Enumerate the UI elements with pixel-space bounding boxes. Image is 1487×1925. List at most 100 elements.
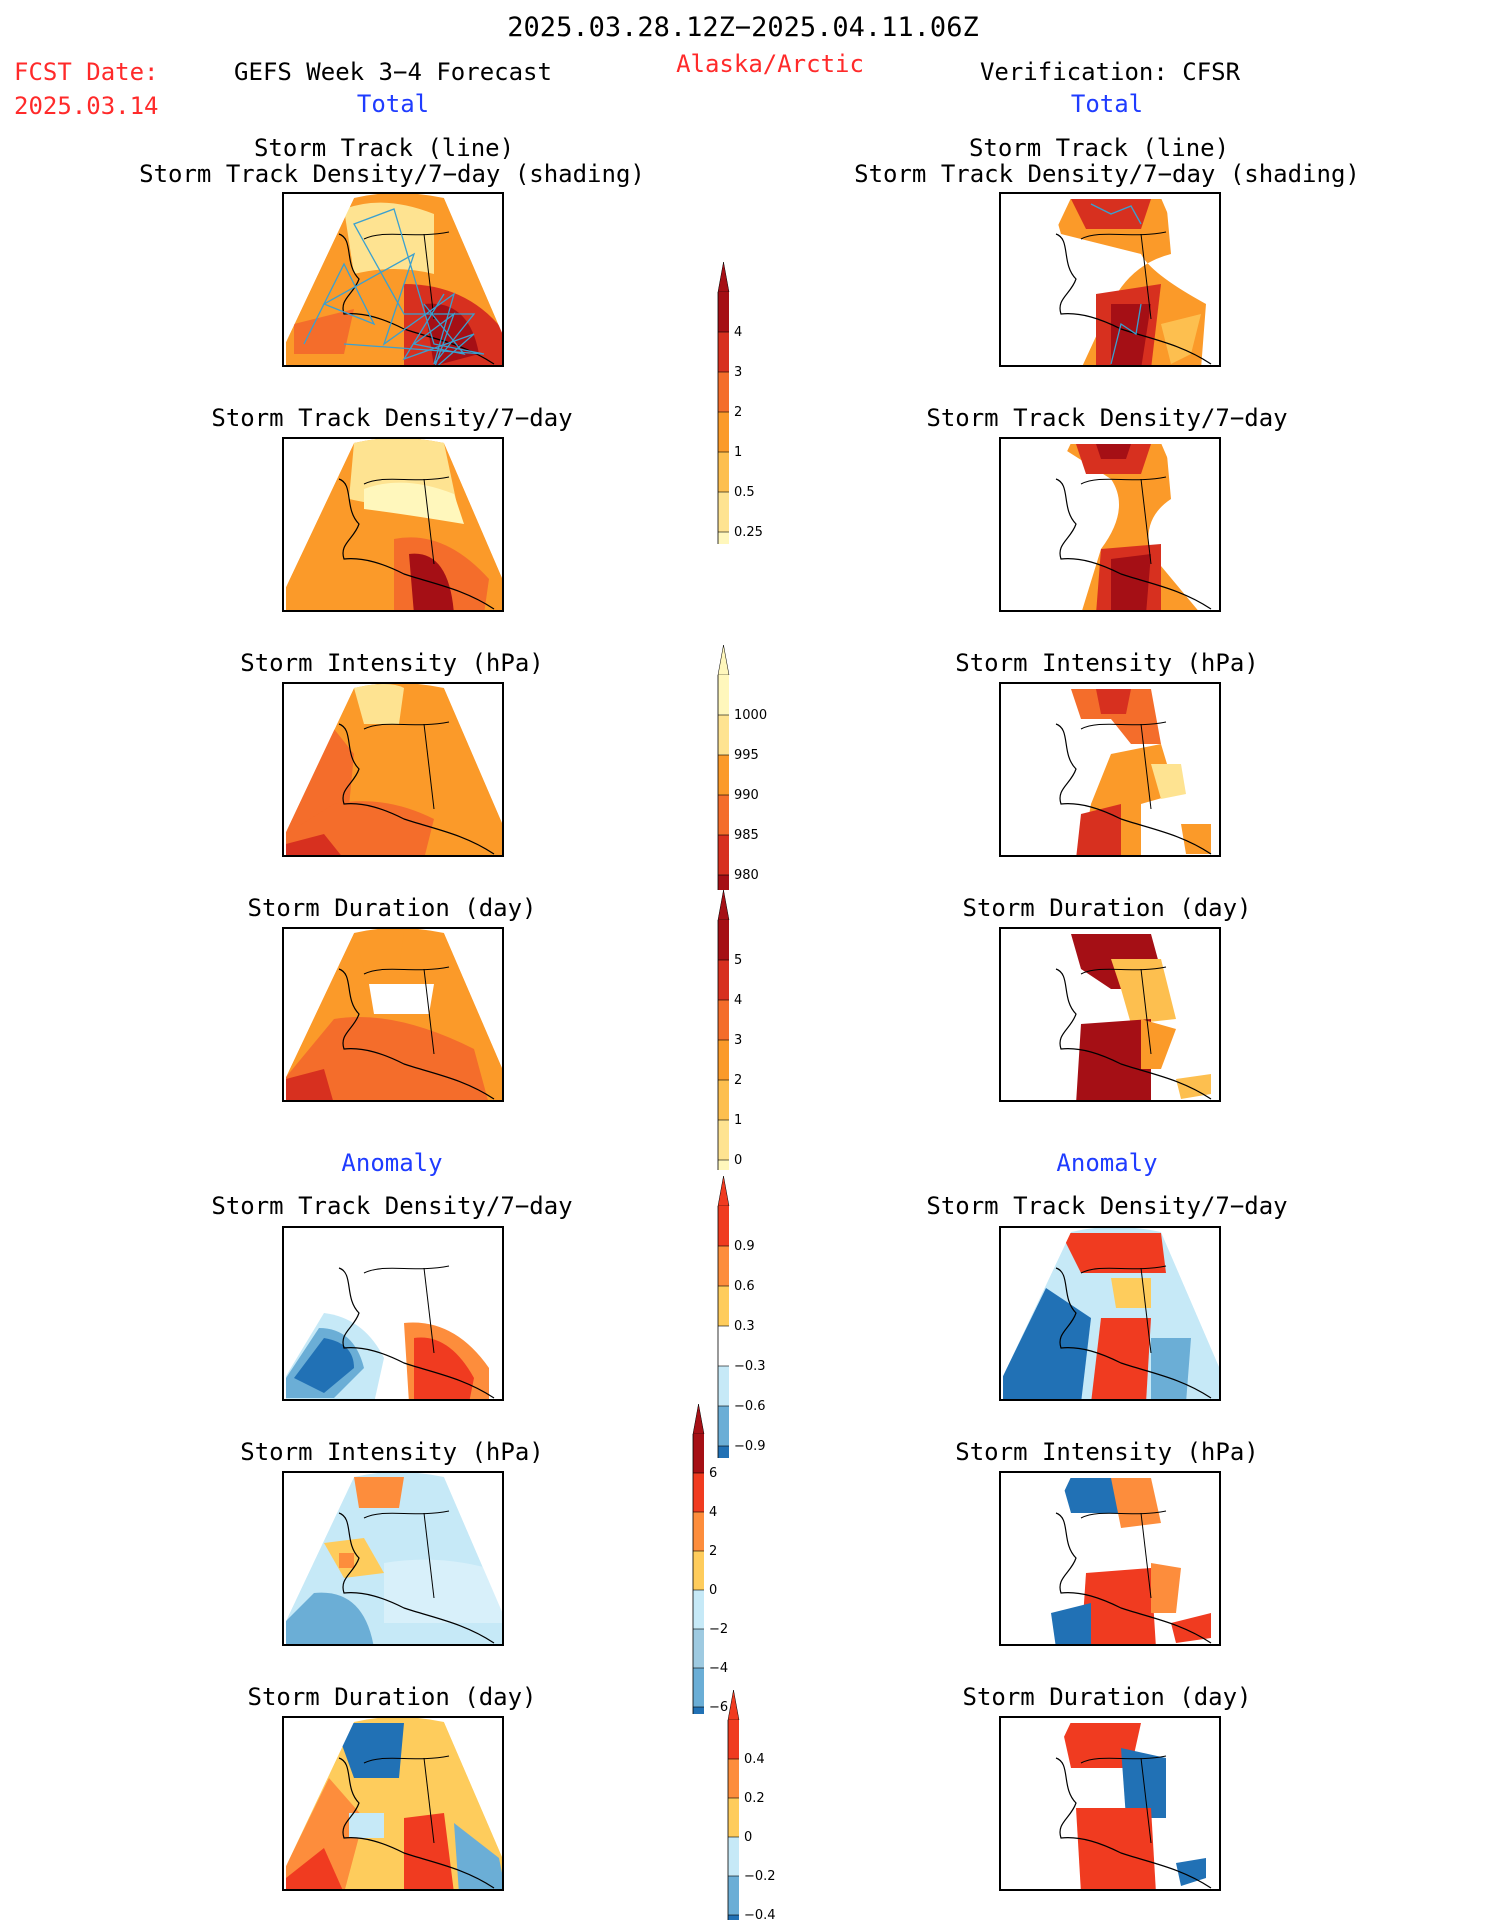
right-duration-title: Storm Duration (day) (962, 894, 1252, 922)
colorbar-tick-label: −0.2 (744, 1869, 776, 1884)
fcst-date-label: FCST Date: (14, 58, 159, 86)
map-fcst-intensity-svg (284, 684, 502, 855)
colorbar-top-arrow (727, 1690, 740, 1721)
map-fcst-anom-duration (282, 1716, 504, 1891)
map-shading-region (1161, 314, 1201, 364)
colorbar-swatch (718, 1446, 729, 1458)
map-outside-right (444, 194, 502, 333)
map-shading-region (1003, 1288, 1091, 1399)
map-shading-region (334, 1723, 404, 1778)
colorbar-swatch (718, 412, 729, 452)
map-outside-left (284, 1228, 354, 1376)
map-shading-region (339, 1553, 354, 1568)
map-verif-anom-duration (999, 1716, 1221, 1891)
left-anom-duration-title: Storm Duration (day) (247, 1683, 537, 1711)
map-shading-region (1151, 764, 1186, 799)
colorbar-tick-label: −2 (709, 1622, 728, 1637)
left-intensity-title: Storm Intensity (hPa) (240, 649, 544, 677)
map-shading-region (1071, 689, 1161, 744)
map-fcst-duration (282, 927, 504, 1102)
left-track-shading-title: Storm Track Density/7−day (shading) (139, 160, 645, 188)
map-shading-region (354, 684, 404, 724)
map-border-line (423, 478, 435, 565)
map-border-line (1140, 1267, 1152, 1354)
colorbar-tick-label: −0.9 (734, 1439, 766, 1454)
map-fcst-track (282, 192, 504, 367)
map-verif-anom-intensity (999, 1471, 1221, 1646)
map-shading-region (1091, 1318, 1151, 1399)
map-verif-density-svg (1001, 439, 1219, 610)
right-total-label: Total (1070, 90, 1144, 118)
map-arctic-coast (1080, 1510, 1167, 1519)
map-outside-right (1161, 439, 1219, 578)
map-verif-duration-svg (1001, 929, 1219, 1100)
left-total-label: Total (356, 90, 430, 118)
colorbar-swatch (718, 1120, 729, 1160)
map-shading-region (1076, 1808, 1156, 1889)
map-fcst-density-svg (284, 439, 502, 610)
colorbar-tick-label: 990 (734, 788, 759, 803)
map-shading-region (1081, 1568, 1156, 1644)
map-border-line (423, 968, 435, 1055)
map-shading-region (1151, 1563, 1181, 1613)
colorbar-swatch (728, 1798, 739, 1837)
colorbar-tick-label: 0 (734, 1153, 742, 1168)
colorbar-tick-label: 1 (734, 445, 742, 460)
colorbar-swatch (693, 1590, 704, 1629)
map-shading-region (344, 202, 434, 274)
map-verif-density (999, 437, 1221, 612)
colorbar-tick-label: 4 (734, 993, 742, 1008)
left-column-title: GEFS Week 3−4 Forecast (234, 58, 552, 86)
colorbar-swatch (718, 920, 729, 960)
date-range: 2025.03.28.12Z−2025.04.11.06Z (507, 12, 979, 43)
map-storm-track-line (1110, 303, 1142, 365)
colorbar-tick-label: 0.5 (734, 485, 755, 500)
colorbar-swatch (718, 1080, 729, 1120)
map-shading-region (384, 1559, 502, 1623)
colorbar-tick-label: 3 (734, 365, 742, 380)
map-shading-region (286, 1069, 333, 1100)
map-outside-right (444, 929, 502, 1068)
map-verif-duration (999, 927, 1221, 1102)
map-outside-right (444, 1473, 502, 1612)
map-border-line (1140, 723, 1152, 810)
colorbar-swatch (718, 1206, 729, 1246)
colorbar-tick-label: 2 (734, 1073, 742, 1088)
colorbar-tick-label: 995 (734, 748, 759, 763)
map-verif-anom-density (999, 1226, 1221, 1401)
colorbar-tick-label: −0.6 (734, 1399, 766, 1414)
map-coastline (338, 723, 495, 855)
colorbar-tick-label: 0.6 (734, 1279, 755, 1294)
map-shading-region (1141, 1019, 1176, 1069)
colorbar-tick-label: 4 (734, 325, 742, 340)
region-title: Alaska/Arctic (676, 50, 864, 78)
map-outside-left (284, 684, 354, 832)
map-shading-region (1076, 1019, 1151, 1100)
colorbar-tick-label: 0.3 (734, 1319, 755, 1334)
map-shading-region (364, 482, 464, 524)
map-outside-left (284, 439, 354, 587)
map-shading-region (1111, 1278, 1151, 1308)
map-shading-region (354, 933, 404, 969)
colorbar-swatch (693, 1551, 704, 1590)
colorbar-swatch (718, 452, 729, 492)
colorbar-swatch (718, 835, 729, 875)
map-arctic-coast (1080, 231, 1167, 240)
colorbar-intensity: 1000 995 990 985 980 (717, 645, 767, 890)
colorbar-tick-label: 2 (709, 1544, 717, 1559)
colorbar-tick-label: 0.2 (744, 1791, 765, 1806)
colorbar-tick-label: 2 (734, 405, 742, 420)
colorbar-tick-label: 0 (744, 1830, 752, 1845)
colorbar-top-arrow (717, 645, 730, 676)
colorbar-top-arrow (717, 890, 730, 921)
colorbar-swatch (718, 492, 729, 532)
colorbar-tick-label: 0 (709, 1583, 717, 1598)
colorbar-swatch (718, 1160, 729, 1170)
left-anomaly-label: Anomaly (341, 1149, 443, 1177)
map-fcst-anom-duration-svg (284, 1718, 502, 1889)
colorbar-swatch (728, 1720, 739, 1759)
map-outside-left (1001, 194, 1071, 342)
map-arctic-coast (1080, 966, 1167, 975)
map-outside-right (1161, 1718, 1219, 1857)
right-track-shading-title: Storm Track Density/7−day (shading) (854, 160, 1360, 188)
